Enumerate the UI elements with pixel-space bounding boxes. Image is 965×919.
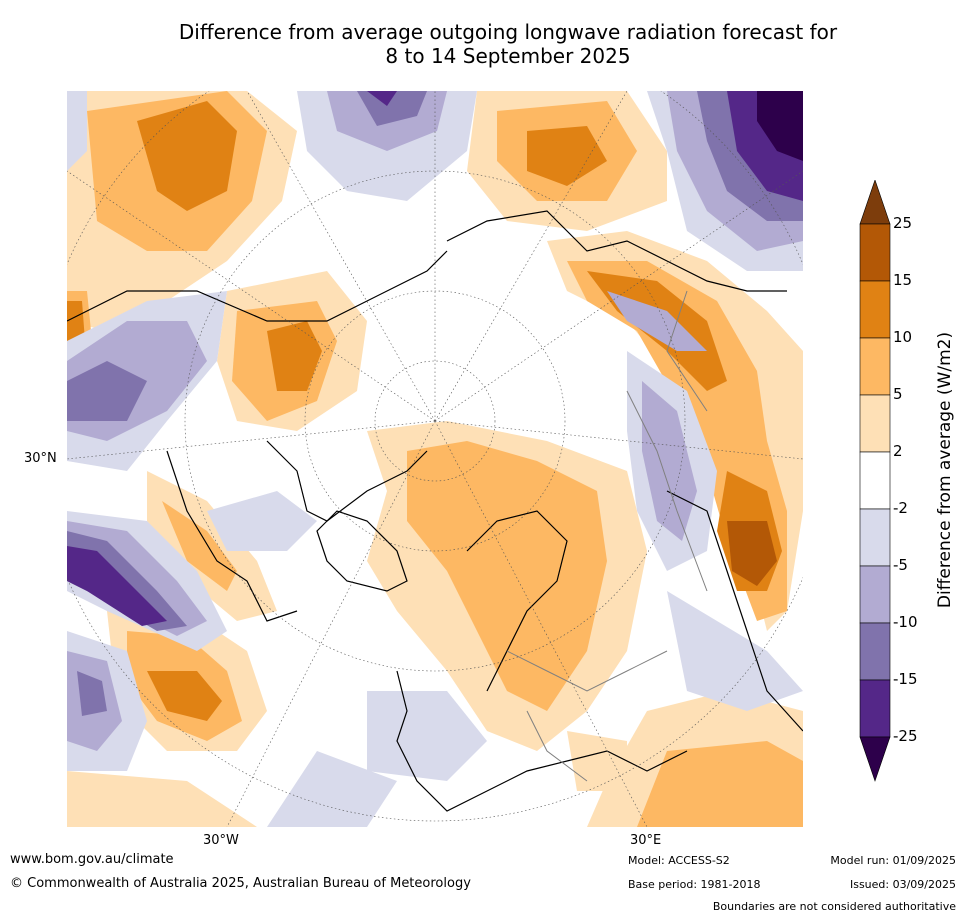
- issued-text: Issued: 03/09/2025: [849, 878, 956, 891]
- graticule: [67, 91, 803, 827]
- lon-30w-label: 30°W: [203, 833, 239, 848]
- coastlines: [67, 210, 803, 812]
- colorbar-extend-bottom: [859, 736, 891, 782]
- colorbar-box: [859, 622, 891, 681]
- colorbar-box: [859, 223, 891, 282]
- colorbar-box: [859, 508, 891, 567]
- colorbar-tick-label: -2: [893, 499, 908, 517]
- colorbar-tick-label: 25: [893, 214, 913, 232]
- colorbar-tick-label: 15: [893, 271, 913, 289]
- website-link[interactable]: www.bom.gov.au/climate: [10, 852, 174, 867]
- lat-30n-label: 30°N: [24, 451, 57, 466]
- colorbar-box: [859, 679, 891, 738]
- colorbar-box: [859, 451, 891, 510]
- colorbar-box: [859, 280, 891, 339]
- colorbar-box: [859, 565, 891, 624]
- model-text: Model: ACCESS-S2: [628, 854, 730, 867]
- map-title: Difference from average outgoing longwav…: [120, 20, 896, 68]
- title-line-2: 8 to 14 September 2025: [385, 44, 631, 68]
- anomaly-fill-below-neg25: [757, 91, 803, 161]
- copyright-text: © Commonwealth of Australia 2025, Austra…: [10, 876, 471, 891]
- country-borders: [506, 290, 708, 782]
- colorbar-tick-label: -15: [893, 670, 918, 688]
- lon-30e-label: 30°E: [630, 833, 662, 848]
- colorbar-label: Difference from average (W/m2): [935, 331, 955, 609]
- disclaimer-text: Boundaries are not considered authoritat…: [712, 900, 956, 913]
- title-line-1: Difference from average outgoing longwav…: [178, 20, 838, 44]
- colorbar-extend-top: [859, 180, 891, 225]
- colorbar-tick-label: 2: [893, 442, 903, 460]
- colorbar-tick-label: -25: [893, 727, 918, 745]
- colorbar: [859, 180, 891, 782]
- colorbar-tick-label: 5: [893, 385, 903, 403]
- olr-anomaly-map: [67, 91, 803, 827]
- colorbar-tick-label: -10: [893, 613, 918, 631]
- colorbar-tick-label: -5: [893, 556, 908, 574]
- anomaly-fill-15-25: [727, 521, 777, 586]
- model-run-text: Model run: 01/09/2025: [830, 854, 956, 867]
- colorbar-box: [859, 394, 891, 453]
- base-period-text: Base period: 1981-2018: [628, 878, 761, 891]
- colorbar-box: [859, 337, 891, 396]
- colorbar-tick-label: 10: [893, 328, 913, 346]
